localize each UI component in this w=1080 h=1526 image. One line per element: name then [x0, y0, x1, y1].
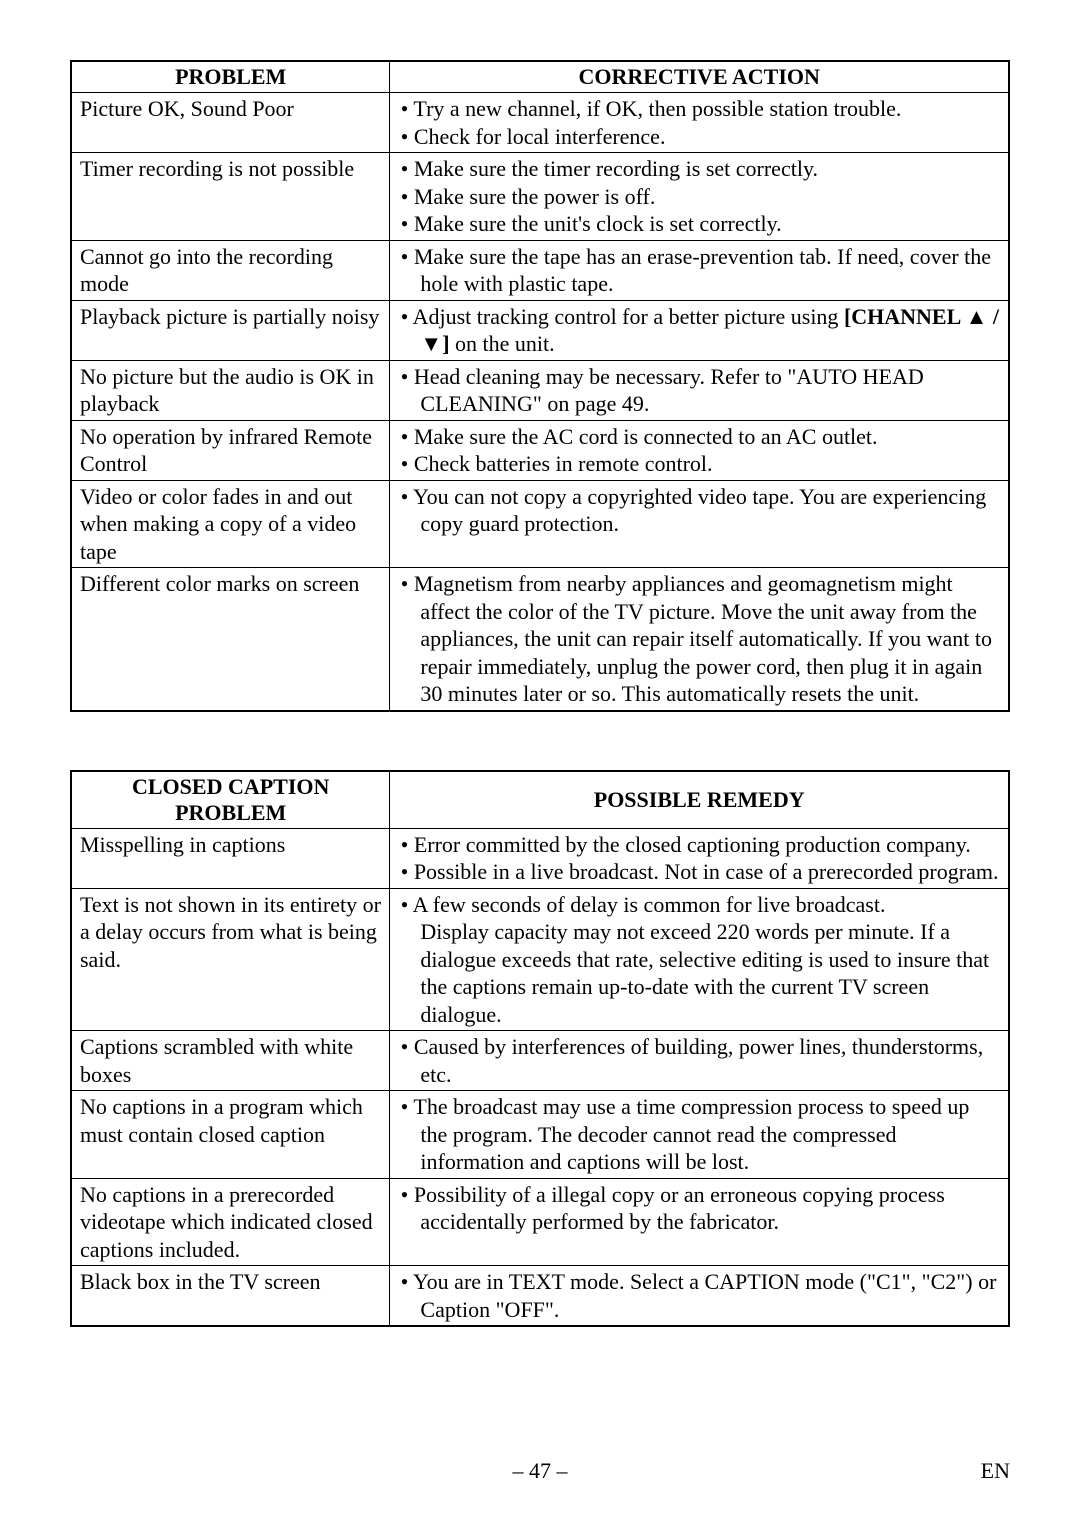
problem-cell: Captions scrambled with white boxes [71, 1031, 390, 1091]
table-row: No operation by infrared Remote Control … [71, 420, 1009, 480]
table-row: Cannot go into the recording mode • Make… [71, 240, 1009, 300]
col-header-cc-problem: CLOSED CAPTION PROBLEM [71, 771, 390, 829]
table-header-row: CLOSED CAPTION PROBLEM POSSIBLE REMEDY [71, 771, 1009, 829]
action-cell: • Try a new channel, if OK, then possibl… [390, 93, 1009, 153]
action-bullet: • Make sure the unit's clock is set corr… [398, 210, 1000, 238]
action-bullet: • Possibility of a illegal copy or an er… [398, 1181, 1000, 1236]
table-row: Different color marks on screen • Magnet… [71, 568, 1009, 711]
action-text: Make sure the tape has an erase-preventi… [414, 244, 991, 297]
action-bullet: • Make sure the tape has an erase-preven… [398, 243, 1000, 298]
page: PROBLEM CORRECTIVE ACTION Picture OK, So… [0, 0, 1080, 1526]
action-cell: • You can not copy a copyrighted video t… [390, 480, 1009, 568]
action-text: on the unit. [450, 331, 555, 356]
action-bullet: • You are in TEXT mode. Select a CAPTION… [398, 1268, 1000, 1323]
table-row: Misspelling in captions • Error committe… [71, 828, 1009, 888]
action-cell: • You are in TEXT mode. Select a CAPTION… [390, 1266, 1009, 1327]
action-cell: • Magnetism from nearby appliances and g… [390, 568, 1009, 711]
table-row: Playback picture is partially noisy • Ad… [71, 300, 1009, 360]
action-bullet: • Possible in a live broadcast. Not in c… [398, 858, 1000, 886]
action-cell: • Make sure the tape has an erase-preven… [390, 240, 1009, 300]
action-text: Check batteries in remote control. [414, 451, 713, 476]
problem-cell: Timer recording is not possible [71, 153, 390, 241]
closed-caption-table: CLOSED CAPTION PROBLEM POSSIBLE REMEDY M… [70, 770, 1010, 1328]
table-row: No picture but the audio is OK in playba… [71, 360, 1009, 420]
action-text: Possibility of a illegal copy or an erro… [414, 1182, 945, 1235]
up-triangle-icon: ▲ [966, 304, 988, 329]
action-text: Make sure the unit's clock is set correc… [414, 211, 782, 236]
problem-cell: No operation by infrared Remote Control [71, 420, 390, 480]
action-bullet: • Make sure the power is off. [398, 183, 1000, 211]
action-bullet: • Head cleaning may be necessary. Refer … [398, 363, 1000, 418]
action-text: You are in TEXT mode. Select a CAPTION m… [413, 1269, 996, 1322]
action-cell: • Head cleaning may be necessary. Refer … [390, 360, 1009, 420]
action-cell: • Adjust tracking control for a better p… [390, 300, 1009, 360]
action-bullet: • Caused by interferences of building, p… [398, 1033, 1000, 1088]
action-cell: • Caused by interferences of building, p… [390, 1031, 1009, 1091]
problem-cell: No picture but the audio is OK in playba… [71, 360, 390, 420]
col-header-remedy: POSSIBLE REMEDY [390, 771, 1009, 829]
table-row: Timer recording is not possible • Make s… [71, 153, 1009, 241]
action-bullet: • Magnetism from nearby appliances and g… [398, 570, 1000, 708]
problem-cell: Text is not shown in its entirety or a d… [71, 888, 390, 1031]
action-text: Make sure the timer recording is set cor… [414, 156, 818, 181]
sep: / [987, 304, 999, 329]
table-row: No captions in a prerecorded videotape w… [71, 1178, 1009, 1266]
problem-cell: No captions in a program which must cont… [71, 1091, 390, 1179]
problem-table: PROBLEM CORRECTIVE ACTION Picture OK, So… [70, 60, 1010, 712]
action-text: Caused by interferences of building, pow… [414, 1034, 983, 1087]
table-row: Black box in the TV screen • You are in … [71, 1266, 1009, 1327]
action-bullet: • Check for local interference. [398, 123, 1000, 151]
action-cell: • Make sure the timer recording is set c… [390, 153, 1009, 241]
down-triangle-icon: ▼ [420, 331, 442, 356]
action-bullet: • Make sure the AC cord is connected to … [398, 423, 1000, 451]
table-row: Picture OK, Sound Poor • Try a new chann… [71, 93, 1009, 153]
problem-cell: Different color marks on screen [71, 568, 390, 711]
table-row: Captions scrambled with white boxes • Ca… [71, 1031, 1009, 1091]
table-row: No captions in a program which must cont… [71, 1091, 1009, 1179]
table-header-row: PROBLEM CORRECTIVE ACTION [71, 61, 1009, 93]
table-row: Text is not shown in its entirety or a d… [71, 888, 1009, 1031]
action-bullet: • Make sure the timer recording is set c… [398, 155, 1000, 183]
problem-cell: Misspelling in captions [71, 828, 390, 888]
action-bullet: • The broadcast may use a time compressi… [398, 1093, 1000, 1176]
col-header-problem: PROBLEM [71, 61, 390, 93]
action-text: Head cleaning may be necessary. Refer to… [414, 364, 924, 417]
action-text: Adjust tracking control for a better pic… [413, 304, 844, 329]
action-text: Make sure the power is off. [414, 184, 656, 209]
action-text: Try a new channel, if OK, then possible … [413, 96, 901, 121]
action-bullet: • A few seconds of delay is common for l… [398, 891, 1000, 1029]
problem-cell: Video or color fades in and out when mak… [71, 480, 390, 568]
problem-cell: Playback picture is partially noisy [71, 300, 390, 360]
channel-bracket: [CHANNEL [844, 304, 966, 329]
problem-cell: Cannot go into the recording mode [71, 240, 390, 300]
action-bullet: • Try a new channel, if OK, then possibl… [398, 95, 1000, 123]
action-cell: • Possibility of a illegal copy or an er… [390, 1178, 1009, 1266]
action-bullet: • Error committed by the closed captioni… [398, 831, 1000, 859]
action-cell: • A few seconds of delay is common for l… [390, 888, 1009, 1031]
action-cell: • Make sure the AC cord is connected to … [390, 420, 1009, 480]
action-text: Make sure the AC cord is connected to an… [414, 424, 878, 449]
action-text: Magnetism from nearby appliances and geo… [414, 571, 992, 706]
problem-cell: No captions in a prerecorded videotape w… [71, 1178, 390, 1266]
problem-cell: Black box in the TV screen [71, 1266, 390, 1327]
action-text: You can not copy a copyrighted video tap… [413, 484, 986, 537]
action-cell: • Error committed by the closed captioni… [390, 828, 1009, 888]
page-number: – 47 – [0, 1458, 1080, 1484]
action-cell: • The broadcast may use a time compressi… [390, 1091, 1009, 1179]
problem-cell: Picture OK, Sound Poor [71, 93, 390, 153]
action-bullet: • Check batteries in remote control. [398, 450, 1000, 478]
action-text: Possible in a live broadcast. Not in cas… [414, 859, 999, 884]
col-header-action: CORRECTIVE ACTION [390, 61, 1009, 93]
action-bullet: • You can not copy a copyrighted video t… [398, 483, 1000, 538]
action-text: Error committed by the closed captioning… [414, 832, 971, 857]
channel-bracket-close: ] [442, 331, 449, 356]
table-row: Video or color fades in and out when mak… [71, 480, 1009, 568]
spacer [70, 712, 1010, 770]
action-text: Check for local interference. [414, 124, 666, 149]
action-text: The broadcast may use a time compression… [413, 1094, 969, 1174]
action-bullet: • Adjust tracking control for a better p… [398, 303, 1000, 358]
page-lang: EN [981, 1458, 1010, 1484]
action-text: A few seconds of delay is common for liv… [413, 892, 990, 1027]
